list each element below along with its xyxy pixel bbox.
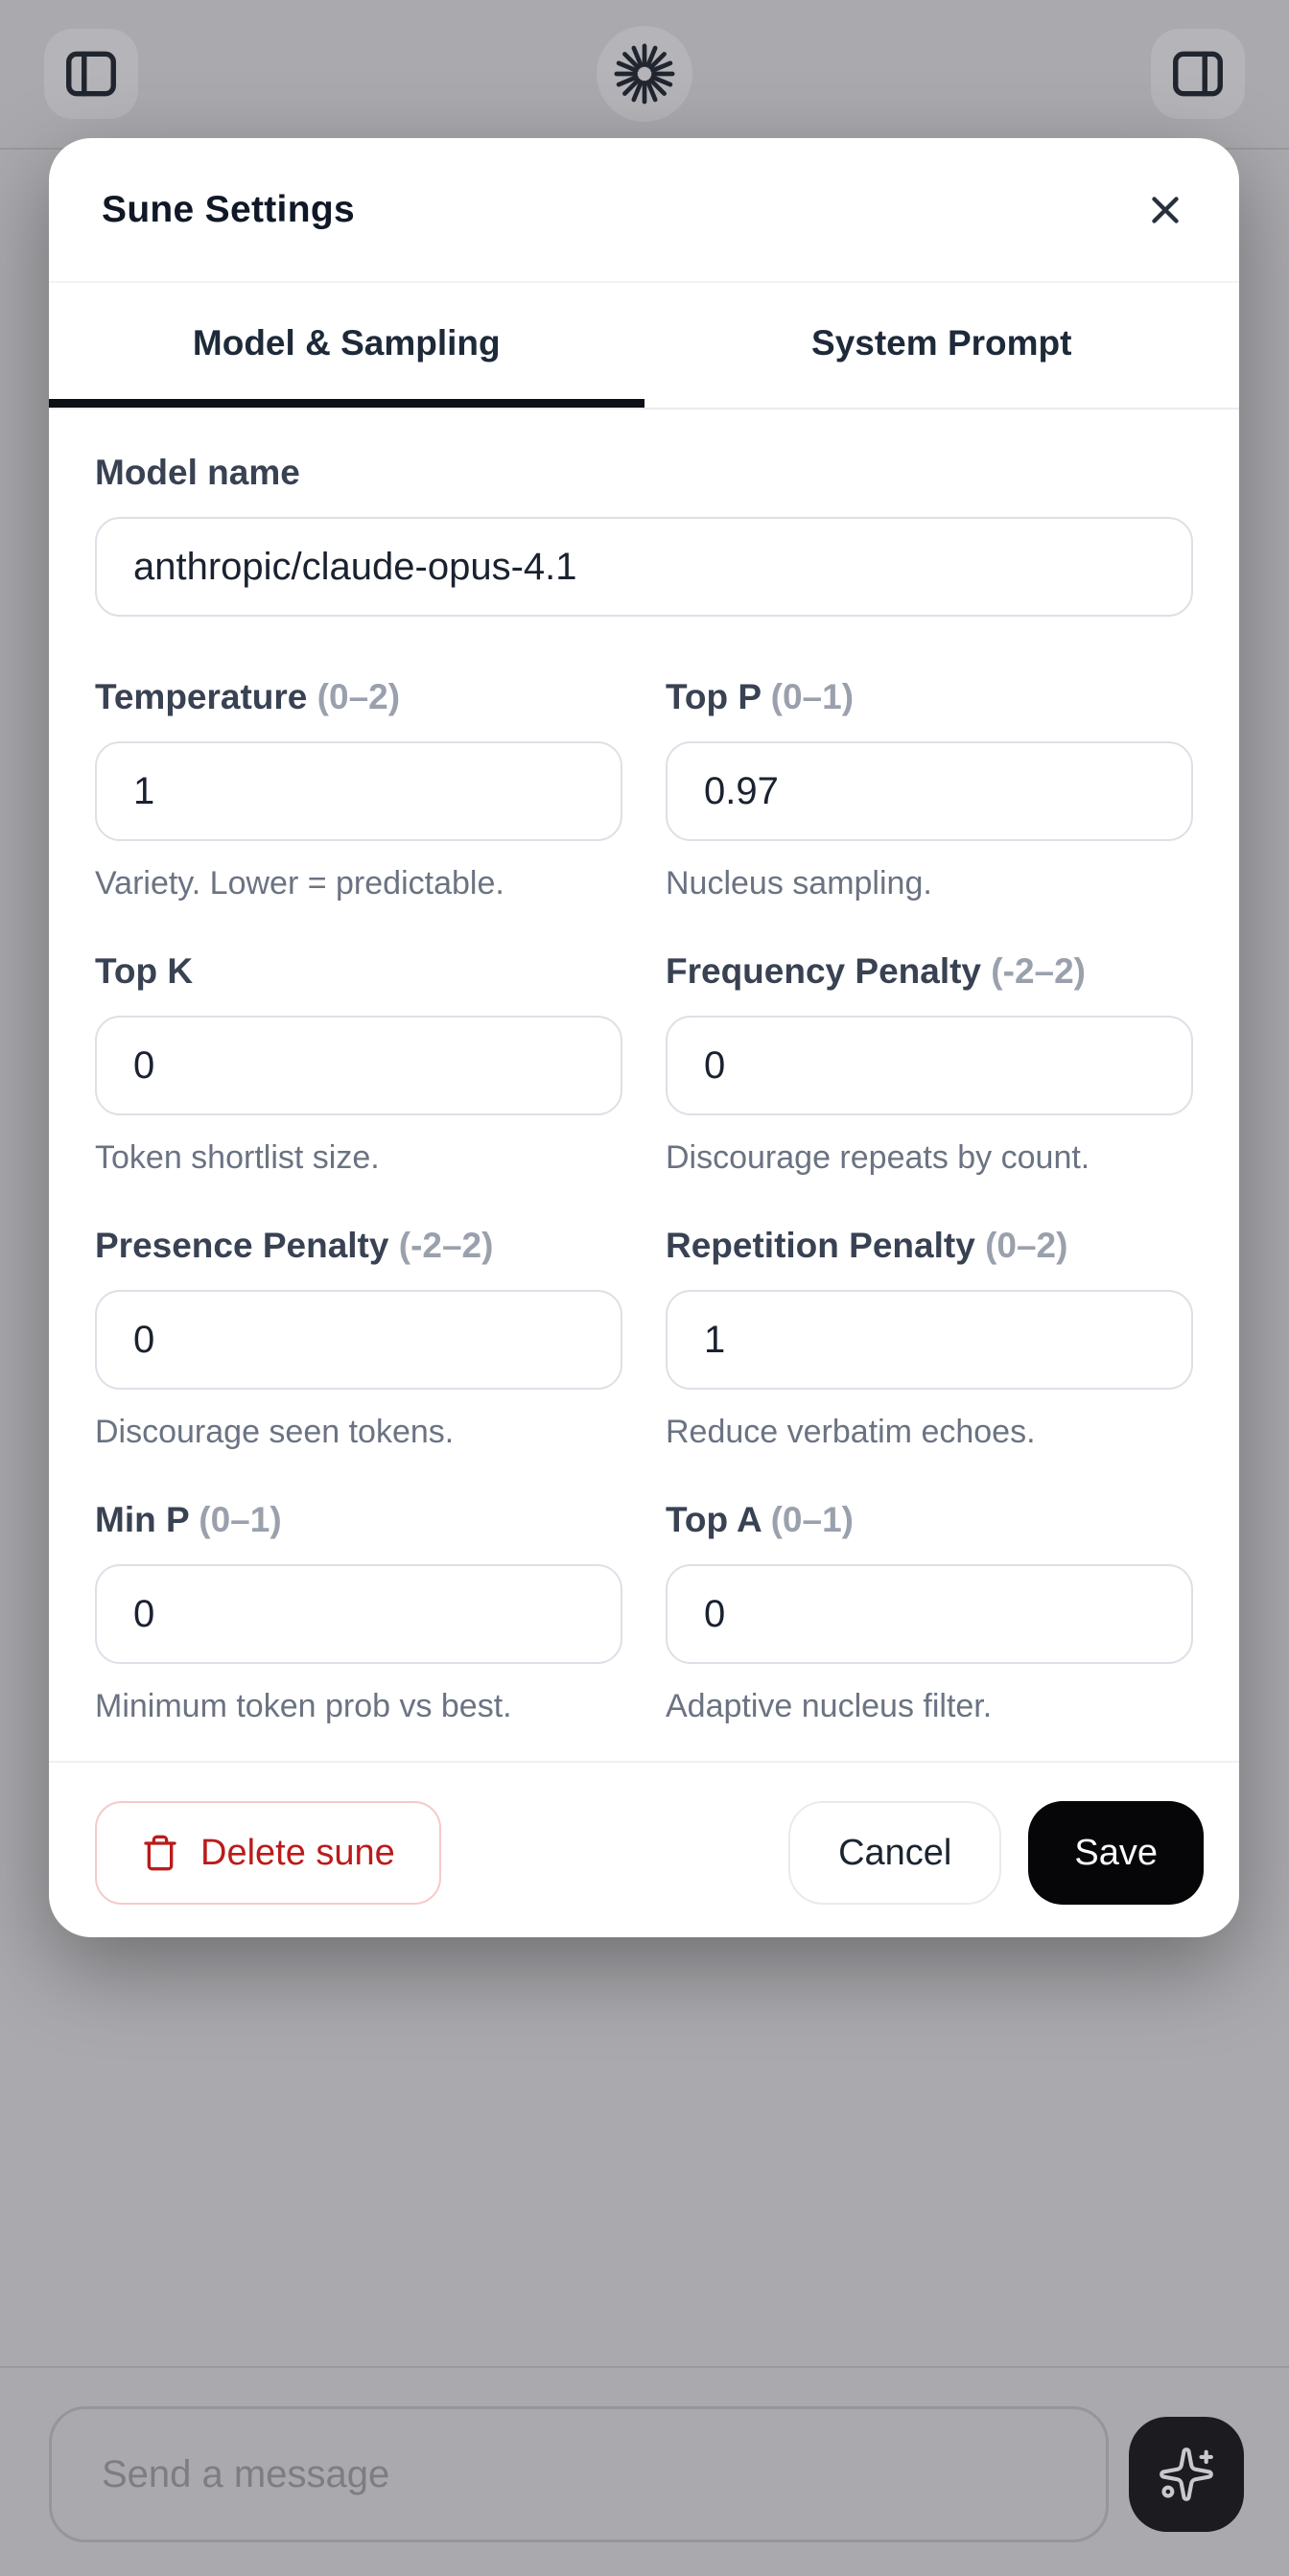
param-label: Temperature	[95, 677, 308, 716]
tab-model-sampling[interactable]: Model & Sampling	[49, 283, 644, 408]
param-range-hint: (0–1)	[770, 677, 855, 716]
field-temperature: Temperature (0–2) Variety. Lower = predi…	[95, 676, 622, 902]
param-label: Presence Penalty	[95, 1226, 389, 1265]
param-label: Frequency Penalty	[666, 951, 982, 991]
send-message-button[interactable]	[1129, 2417, 1244, 2532]
starburst-icon	[613, 42, 676, 105]
field-model-name: Model name	[95, 452, 1193, 617]
field-label: Model name	[95, 453, 300, 492]
param-input[interactable]	[666, 1016, 1193, 1115]
model-name-input[interactable]	[95, 517, 1193, 617]
param-helper-text: Discourage repeats by count.	[666, 1139, 1090, 1176]
param-label: Top A	[666, 1500, 762, 1539]
field-presence-penalty: Presence Penalty (-2–2) Discourage seen …	[95, 1225, 622, 1451]
dialog-body: Model name Temperature (0–2) Variety. Lo…	[49, 410, 1239, 1761]
param-input[interactable]	[95, 1564, 622, 1664]
field-frequency-penalty: Frequency Penalty (-2–2) Discourage repe…	[666, 950, 1193, 1177]
param-range-hint: (-2–2)	[991, 951, 1086, 991]
param-range-hint: (-2–2)	[398, 1226, 494, 1265]
message-input[interactable]	[49, 2406, 1109, 2542]
sparkles-icon	[1157, 2445, 1216, 2504]
delete-sune-label: Delete sune	[200, 1832, 395, 1873]
param-input[interactable]	[666, 741, 1193, 841]
field-top-a: Top A (0–1) Adaptive nucleus filter.	[666, 1499, 1193, 1725]
param-label: Top K	[95, 951, 194, 991]
params-grid: Temperature (0–2) Variety. Lower = predi…	[95, 676, 1193, 1725]
composer-bar	[0, 2366, 1289, 2576]
param-range-hint: (0–1)	[199, 1500, 282, 1539]
field-top-p: Top P (0–1) Nucleus sampling.	[666, 676, 1193, 902]
param-helper-text: Minimum token prob vs best.	[95, 1688, 512, 1724]
param-helper-text: Token shortlist size.	[95, 1139, 380, 1176]
close-button[interactable]	[1137, 182, 1193, 238]
save-button[interactable]: Save	[1028, 1801, 1204, 1905]
param-helper-text: Discourage seen tokens.	[95, 1414, 455, 1450]
param-range-hint: (0–2)	[316, 677, 401, 716]
param-helper-text: Adaptive nucleus filter.	[666, 1688, 993, 1724]
param-input[interactable]	[666, 1564, 1193, 1664]
param-helper-text: Variety. Lower = predictable.	[95, 865, 504, 902]
param-label: Repetition Penalty	[666, 1226, 975, 1265]
param-label: Top P	[666, 677, 762, 716]
tab-bar: Model & Sampling System Prompt	[49, 283, 1239, 410]
x-icon	[1143, 188, 1187, 232]
param-input[interactable]	[666, 1290, 1193, 1390]
param-label: Min P	[95, 1500, 189, 1539]
cancel-button[interactable]: Cancel	[788, 1801, 1002, 1905]
param-helper-text: Nucleus sampling.	[666, 865, 932, 902]
right-panel-toggle-button[interactable]	[1151, 29, 1245, 119]
dialog-title: Sune Settings	[102, 188, 355, 230]
param-range-hint: (0–2)	[985, 1226, 1068, 1265]
left-sidebar-toggle-button[interactable]	[44, 29, 138, 119]
param-helper-text: Reduce verbatim echoes.	[666, 1414, 1036, 1450]
param-input[interactable]	[95, 1016, 622, 1115]
active-tab-indicator	[49, 399, 644, 408]
field-top-k: Top K Token shortlist size.	[95, 950, 622, 1177]
sune-settings-dialog: Sune Settings Model & Sampling System Pro…	[49, 138, 1239, 1937]
starburst-button[interactable]	[597, 26, 692, 122]
param-range-hint: (0–1)	[770, 1500, 854, 1539]
tab-system-prompt[interactable]: System Prompt	[644, 283, 1240, 408]
dialog-header: Sune Settings	[49, 138, 1239, 283]
param-input[interactable]	[95, 1290, 622, 1390]
delete-sune-button[interactable]: Delete sune	[95, 1801, 441, 1905]
top-bar	[0, 0, 1289, 150]
param-input[interactable]	[95, 741, 622, 841]
field-min-p: Min P (0–1) Minimum token prob vs best.	[95, 1499, 622, 1725]
dialog-footer: Delete sune Cancel Save	[49, 1761, 1239, 1937]
panel-right-icon	[1168, 44, 1228, 104]
field-repetition-penalty: Repetition Penalty (0–2) Reduce verbatim…	[666, 1225, 1193, 1451]
panel-left-icon	[61, 44, 121, 104]
trash-icon	[141, 1834, 179, 1872]
